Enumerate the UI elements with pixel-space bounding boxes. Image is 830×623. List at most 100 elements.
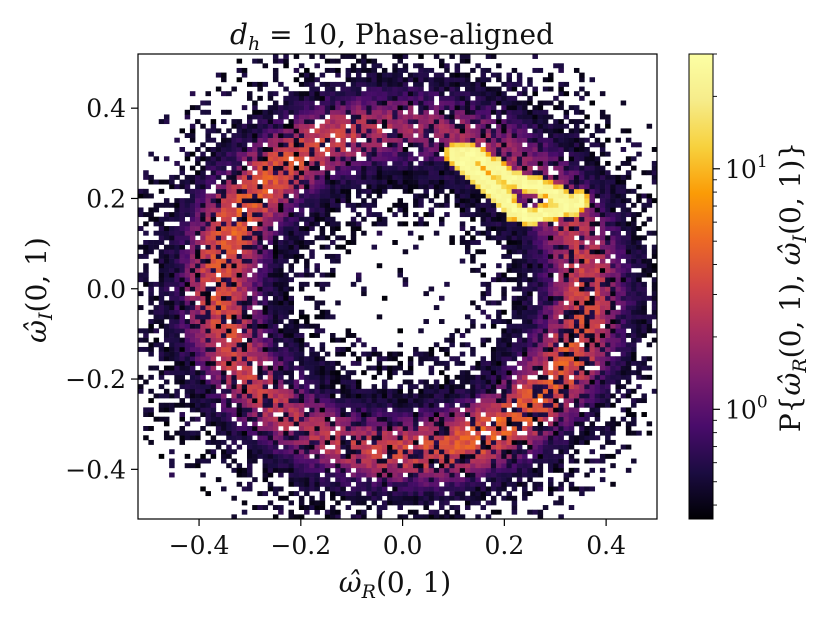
heatmap-cell bbox=[195, 267, 201, 273]
heatmap-cell bbox=[221, 221, 227, 227]
heatmap-cell bbox=[428, 444, 435, 450]
heatmap-cell bbox=[449, 514, 455, 520]
heatmap-cell bbox=[158, 319, 165, 324]
heatmap-cell bbox=[464, 198, 471, 204]
heatmap-cell bbox=[433, 416, 440, 422]
heatmap-cell bbox=[355, 467, 362, 473]
heatmap-cell bbox=[485, 174, 492, 180]
heatmap-cell bbox=[252, 81, 258, 87]
heatmap-cell bbox=[485, 426, 492, 431]
heatmap-cell bbox=[314, 95, 320, 101]
heatmap-cell bbox=[304, 374, 310, 380]
heatmap-cell bbox=[252, 133, 258, 138]
heatmap-cell bbox=[293, 467, 300, 473]
heatmap-cell bbox=[215, 202, 222, 208]
heatmap-cell bbox=[257, 230, 263, 236]
heatmap-cell bbox=[236, 272, 243, 278]
heatmap-cell bbox=[210, 123, 217, 129]
heatmap-cell bbox=[485, 142, 492, 148]
heatmap-cell bbox=[319, 430, 326, 436]
heatmap-cell bbox=[490, 481, 497, 487]
heatmap-cell bbox=[423, 142, 429, 148]
heatmap-cell bbox=[241, 472, 248, 478]
heatmap-cell bbox=[226, 193, 232, 199]
heatmap-cell bbox=[480, 458, 487, 464]
heatmap-cell bbox=[490, 137, 497, 143]
heatmap-cell bbox=[210, 328, 217, 334]
heatmap-cell bbox=[366, 486, 372, 492]
heatmap-cell bbox=[267, 151, 274, 157]
heatmap-cell bbox=[501, 421, 507, 427]
heatmap-cell bbox=[355, 114, 362, 120]
heatmap-cell bbox=[392, 114, 398, 120]
heatmap-cell bbox=[361, 109, 367, 115]
heatmap-cell bbox=[241, 412, 248, 417]
heatmap-cell bbox=[449, 407, 455, 413]
heatmap-cell bbox=[511, 179, 518, 185]
heatmap-cell bbox=[522, 230, 528, 236]
heatmap-cell bbox=[527, 384, 533, 390]
heatmap-cell bbox=[252, 351, 258, 357]
heatmap-cell bbox=[195, 188, 201, 194]
heatmap-cell bbox=[511, 333, 518, 338]
heatmap-cell bbox=[376, 216, 383, 222]
heatmap-cell bbox=[490, 128, 497, 134]
heatmap-cell bbox=[231, 258, 237, 264]
heatmap-cell bbox=[496, 370, 502, 376]
heatmap-cell bbox=[288, 300, 294, 306]
heatmap-cell bbox=[464, 77, 471, 83]
heatmap-cell bbox=[527, 184, 533, 190]
heatmap-cell bbox=[428, 95, 435, 101]
heatmap-cell bbox=[423, 439, 429, 445]
heatmap-cell bbox=[330, 360, 336, 366]
heatmap-cell bbox=[480, 505, 487, 510]
heatmap-cell bbox=[459, 202, 466, 208]
heatmap-cell bbox=[174, 267, 180, 273]
heatmap-cell bbox=[330, 393, 336, 399]
heatmap-cell bbox=[537, 444, 544, 450]
heatmap-cell bbox=[516, 179, 523, 185]
heatmap-cell bbox=[262, 407, 269, 413]
heatmap-cell bbox=[200, 263, 206, 269]
heatmap-cell bbox=[195, 407, 201, 413]
heatmap-cell bbox=[454, 105, 461, 111]
heatmap-cell bbox=[236, 407, 243, 413]
heatmap-cell bbox=[184, 342, 191, 348]
heatmap-cell bbox=[200, 193, 206, 199]
heatmap-cell bbox=[174, 174, 180, 180]
heatmap-cell bbox=[418, 72, 424, 78]
heatmap-cell bbox=[532, 263, 538, 269]
heatmap-cell bbox=[236, 463, 243, 469]
heatmap-cell bbox=[381, 114, 388, 120]
heatmap-cell bbox=[433, 458, 440, 464]
heatmap-cell bbox=[314, 449, 320, 455]
heatmap-cell bbox=[464, 188, 471, 194]
heatmap-cell bbox=[527, 165, 533, 171]
heatmap-cell bbox=[439, 95, 445, 101]
heatmap-cell bbox=[506, 495, 512, 501]
heatmap-cell bbox=[241, 435, 248, 441]
heatmap-cell bbox=[278, 416, 284, 422]
heatmap-cell bbox=[158, 235, 165, 241]
heatmap-cell bbox=[361, 174, 367, 180]
heatmap-cell bbox=[511, 202, 518, 208]
heatmap-cell bbox=[221, 133, 227, 138]
heatmap-cell bbox=[324, 105, 331, 111]
heatmap-cell bbox=[272, 407, 279, 413]
heatmap-cell bbox=[226, 435, 232, 441]
heatmap-cell bbox=[288, 346, 294, 352]
heatmap-cell bbox=[496, 365, 502, 371]
heatmap-cell bbox=[511, 81, 518, 87]
heatmap-cell bbox=[148, 216, 154, 222]
heatmap-cell bbox=[267, 230, 274, 236]
heatmap-cell bbox=[532, 156, 538, 162]
heatmap-cell bbox=[278, 360, 284, 366]
heatmap-cell bbox=[298, 207, 305, 213]
heatmap-cell bbox=[169, 463, 175, 469]
heatmap-cell bbox=[470, 212, 476, 218]
heatmap-cell bbox=[449, 421, 455, 427]
heatmap-cell bbox=[459, 174, 466, 180]
heatmap-cell bbox=[470, 421, 476, 427]
heatmap-cell bbox=[246, 193, 253, 199]
heatmap-cell bbox=[335, 430, 341, 436]
